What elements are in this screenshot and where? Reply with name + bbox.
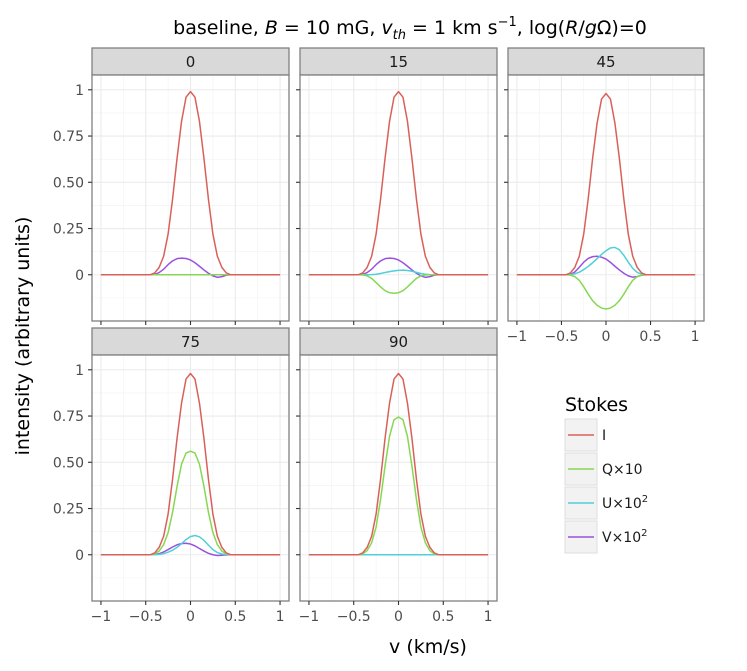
- x-tick-label: 0: [394, 609, 403, 625]
- legend-item-V: V×102: [564, 520, 648, 554]
- x-tick-label: 0.5: [432, 609, 454, 625]
- y-tick-label: 0: [75, 548, 84, 564]
- y-tick-label: 0.25: [53, 222, 84, 238]
- legend-item-U: U×102: [564, 486, 648, 520]
- series-line-I-panel-45: [516, 92, 696, 276]
- y-axis-title: intensity (arbitrary units): [12, 217, 34, 456]
- panel-0: 0 0 0.25 0.50 0.75 1: [53, 47, 290, 325]
- legend-label-Q: Q×10: [602, 462, 643, 478]
- y-tick-label: 0.75: [53, 129, 84, 145]
- x-tick-label: −1: [299, 609, 320, 625]
- facet-strip-label: 90: [389, 333, 408, 351]
- legend-label-V: V×102: [602, 528, 648, 546]
- facet-strip: [91, 47, 290, 76]
- y-tick-label: 1: [75, 83, 84, 99]
- x-tick-label: 0.5: [639, 329, 661, 345]
- y-tick-label: 0: [75, 268, 84, 284]
- y-tick-label: 0.50: [53, 175, 84, 191]
- facet-strip-label: 0: [186, 53, 196, 71]
- x-tick-label: 0: [602, 329, 611, 345]
- series-line-I-panel-75: [100, 372, 281, 556]
- series-line-I-panel-0: [100, 90, 281, 276]
- panel-75: 75 −1 −0.5 0 0.5 1 0 0.25 0.50 0.75 1: [53, 327, 290, 625]
- legend-label-U: U×102: [602, 494, 648, 512]
- x-tick-label: −0.5: [129, 609, 163, 625]
- y-tick-label: 0.25: [53, 502, 84, 518]
- facet-strip: [507, 47, 705, 76]
- legend-title: Stokes: [565, 394, 628, 416]
- x-tick-label: −0.5: [337, 609, 371, 625]
- x-tick-label: −1: [507, 329, 528, 345]
- facet-strip-label: 45: [596, 53, 615, 71]
- facet-strip-label: 15: [389, 53, 408, 71]
- series-line-I-panel-15: [308, 90, 489, 276]
- y-tick-label: 0.50: [53, 455, 84, 471]
- series-line-I-panel-90: [308, 372, 489, 556]
- panel-45: 45 −1 −0.5 0 0.5 1: [504, 47, 705, 345]
- y-tick-label: 1: [75, 363, 84, 379]
- x-axis-title: v (km/s): [389, 636, 467, 658]
- x-tick-label: −1: [91, 609, 112, 625]
- x-tick-label: −0.5: [544, 329, 578, 345]
- legend-label-I: I: [602, 428, 606, 444]
- legend-item-I: I: [564, 418, 606, 452]
- facet-strip: [299, 327, 498, 356]
- facet-strip: [91, 327, 290, 356]
- x-tick-label: 1: [484, 609, 493, 625]
- legend: Stokes I Q×10 U×102 V×102: [564, 394, 648, 554]
- panel-90: 90 −1 −0.5 0 0.5 1: [296, 327, 498, 625]
- facet-strip-label: 75: [181, 333, 200, 351]
- chart-title: baseline, B = 10 mG, vth = 1 km s−1, log…: [173, 15, 647, 43]
- x-tick-label: 1: [276, 609, 285, 625]
- legend-item-Q: Q×10: [564, 452, 643, 486]
- x-tick-label: 1: [691, 329, 700, 345]
- panel-15: 15: [296, 47, 498, 325]
- x-tick-label: 0: [186, 609, 195, 625]
- y-tick-label: 0.75: [53, 409, 84, 425]
- x-tick-label: 0.5: [224, 609, 246, 625]
- facet-strip: [299, 47, 498, 76]
